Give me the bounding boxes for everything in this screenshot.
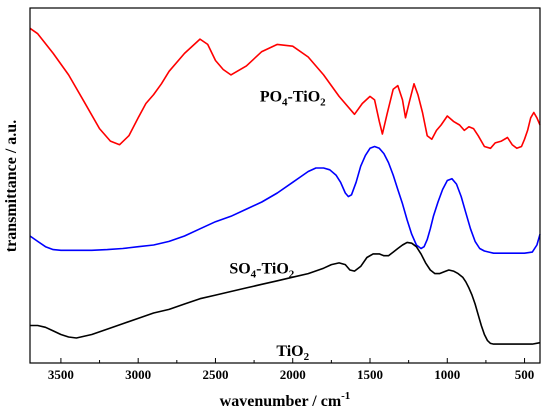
x-axis-title-superscript: -1	[341, 390, 350, 402]
series-label-1: SO4-TiO2	[229, 261, 294, 281]
series-label-0: PO4-TiO2	[260, 89, 326, 109]
x-tick-label-2: 2500	[202, 367, 228, 382]
series-line-1	[29, 145, 541, 254]
series-line-2	[30, 241, 541, 345]
x-tick-label-1: 3000	[125, 367, 151, 382]
series-label-2: TiO2	[276, 343, 309, 363]
x-tick-label-3: 2000	[280, 367, 306, 382]
series-layer	[29, 27, 541, 345]
x-axis-ticks: 3500 3000 2500 2000 1500 1000 500	[48, 358, 534, 382]
x-axis-title-main: wavenumber / cm	[220, 393, 342, 410]
series-labels: PO4-TiO2 SO4-TiO2 TiO2	[229, 89, 326, 363]
y-axis-title: transmittance / a.u.	[3, 120, 20, 252]
series-line-0	[29, 27, 541, 150]
x-axis-title: wavenumber / cm-1	[220, 390, 351, 410]
x-tick-label-6: 500	[515, 367, 535, 382]
plot-frame	[29, 7, 541, 364]
x-tick-label-0: 3500	[48, 367, 74, 382]
x-tick-label-5: 1000	[434, 367, 460, 382]
x-tick-label-4: 1500	[357, 367, 383, 382]
